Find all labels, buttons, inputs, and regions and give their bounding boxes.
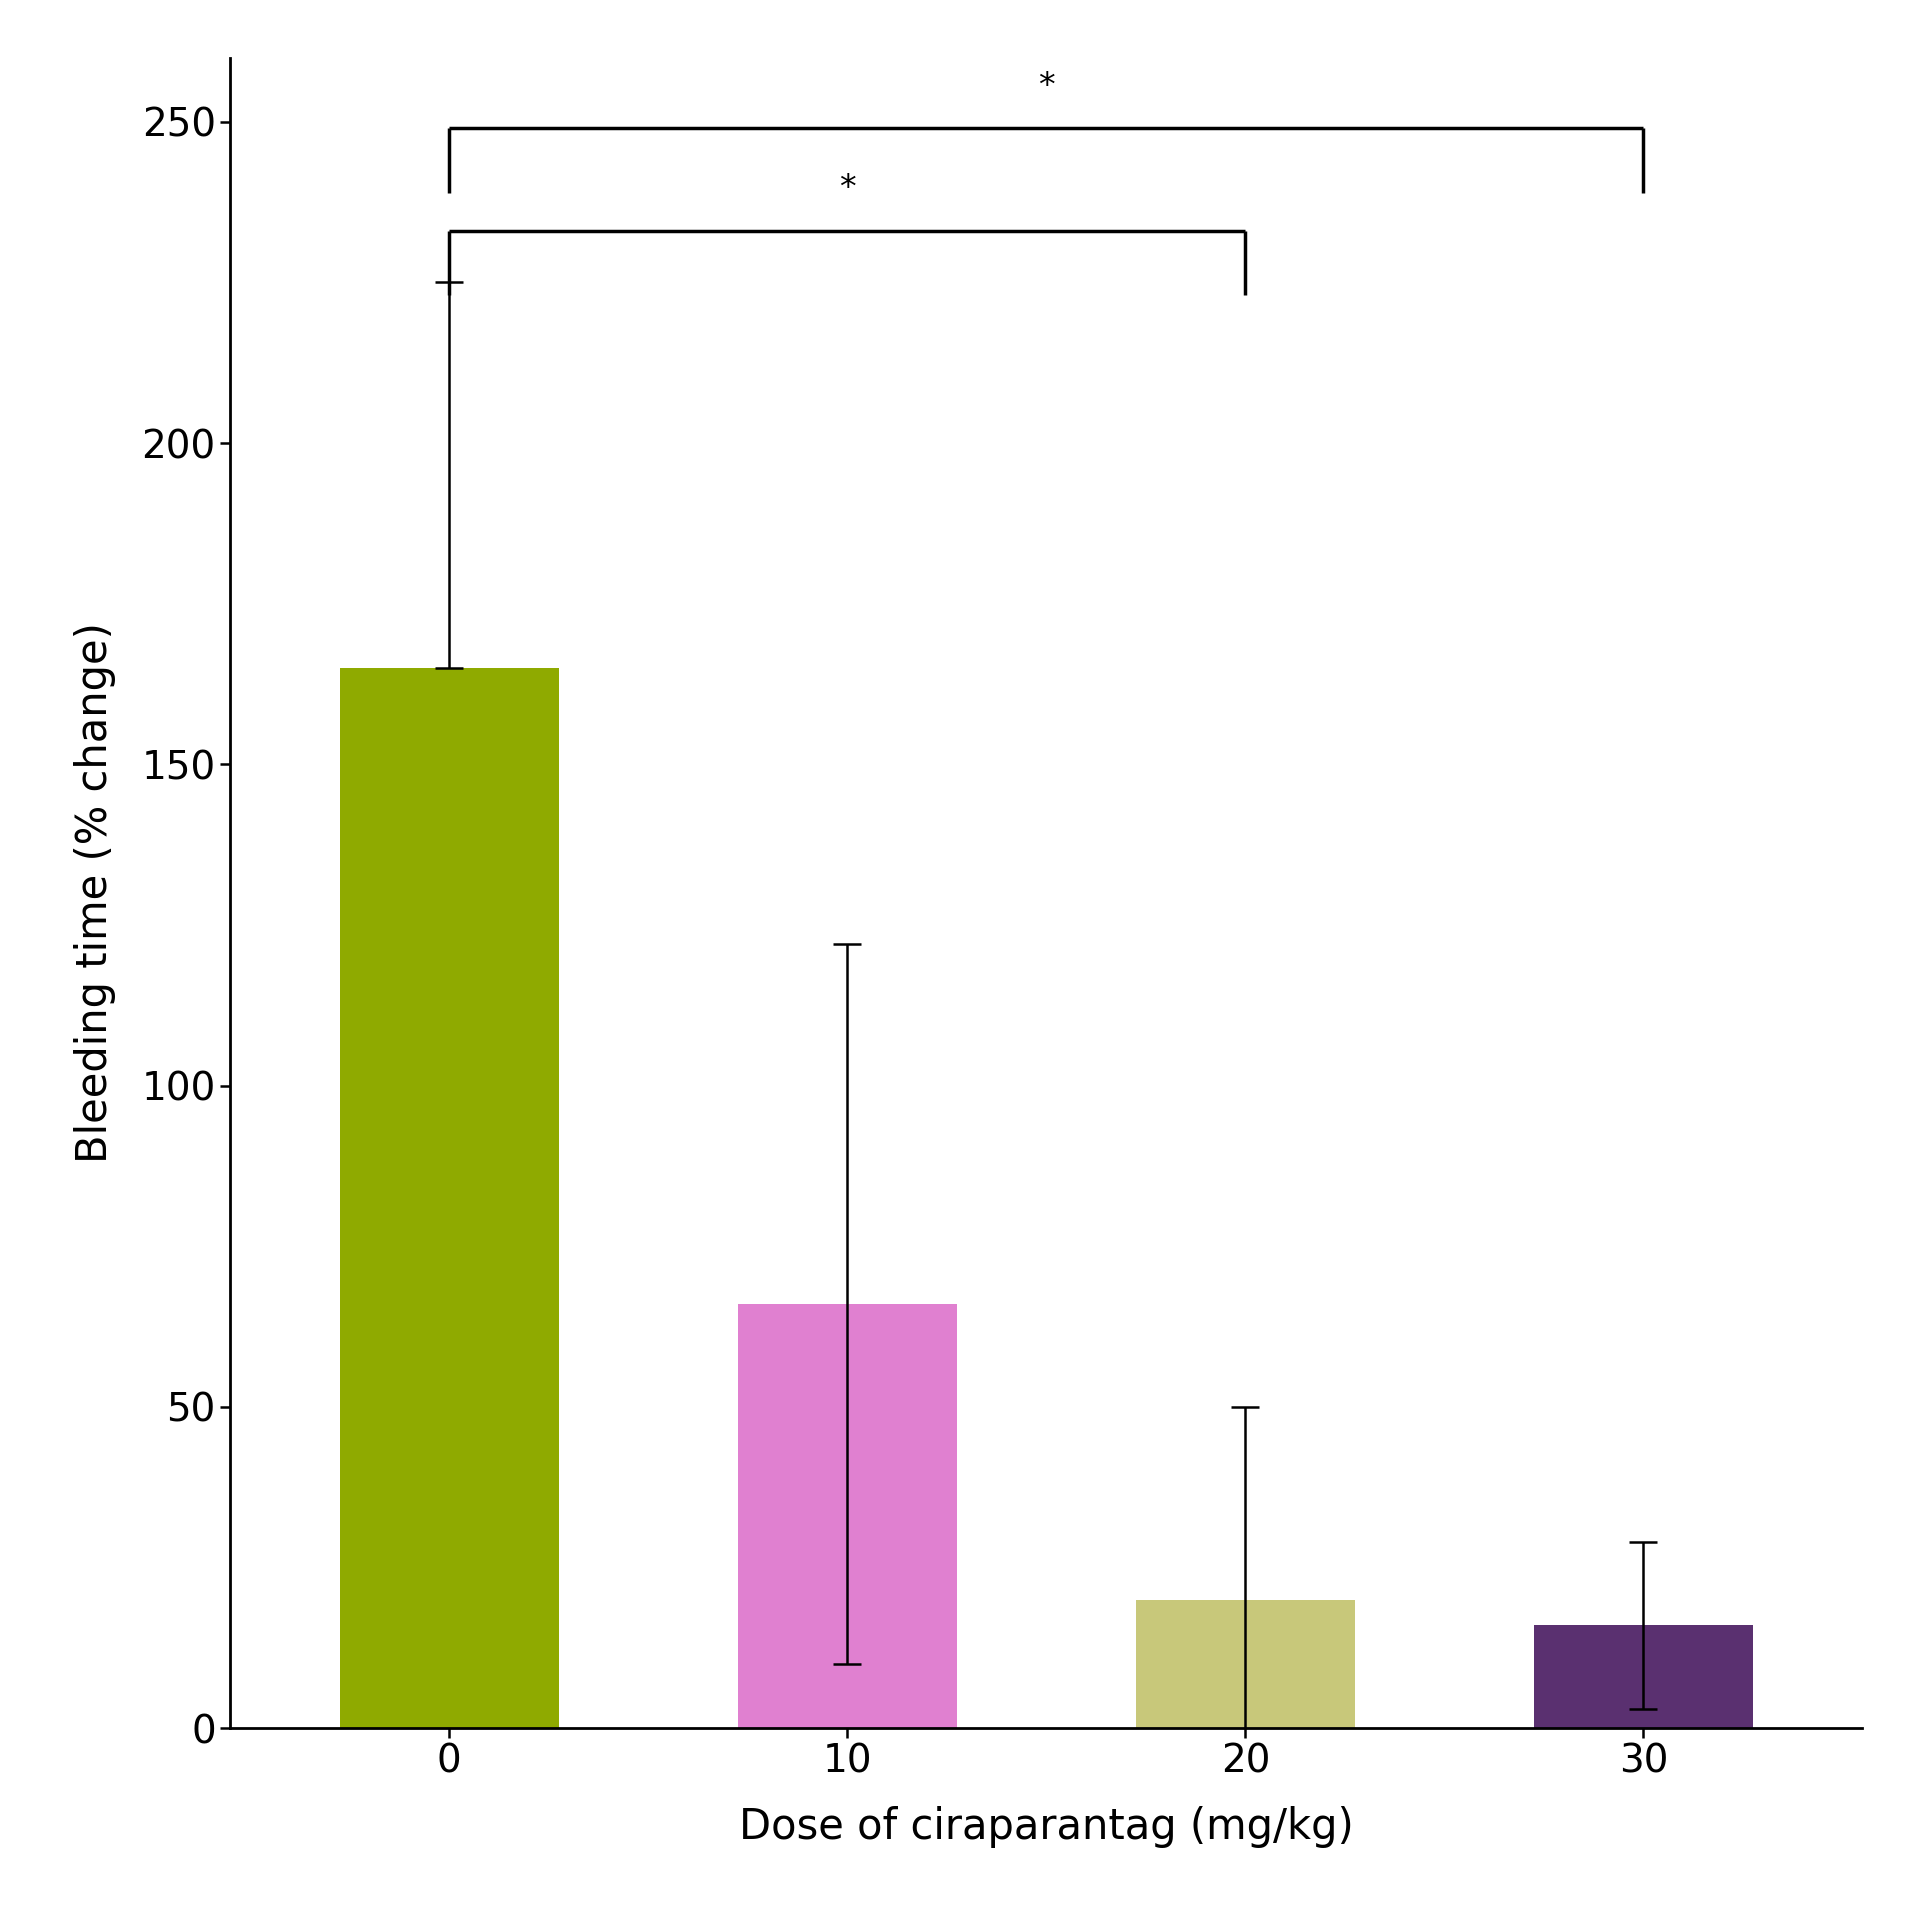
- Text: *: *: [839, 173, 856, 205]
- Text: *: *: [1039, 69, 1054, 102]
- Bar: [340, 668, 559, 1728]
- X-axis label: Dose of ciraparantag (mg/kg): Dose of ciraparantag (mg/kg): [739, 1805, 1354, 1847]
- Bar: [1534, 1624, 1753, 1728]
- Bar: [1137, 1599, 1356, 1728]
- Bar: [737, 1304, 956, 1728]
- Y-axis label: Bleeding time (% change): Bleeding time (% change): [75, 622, 117, 1164]
